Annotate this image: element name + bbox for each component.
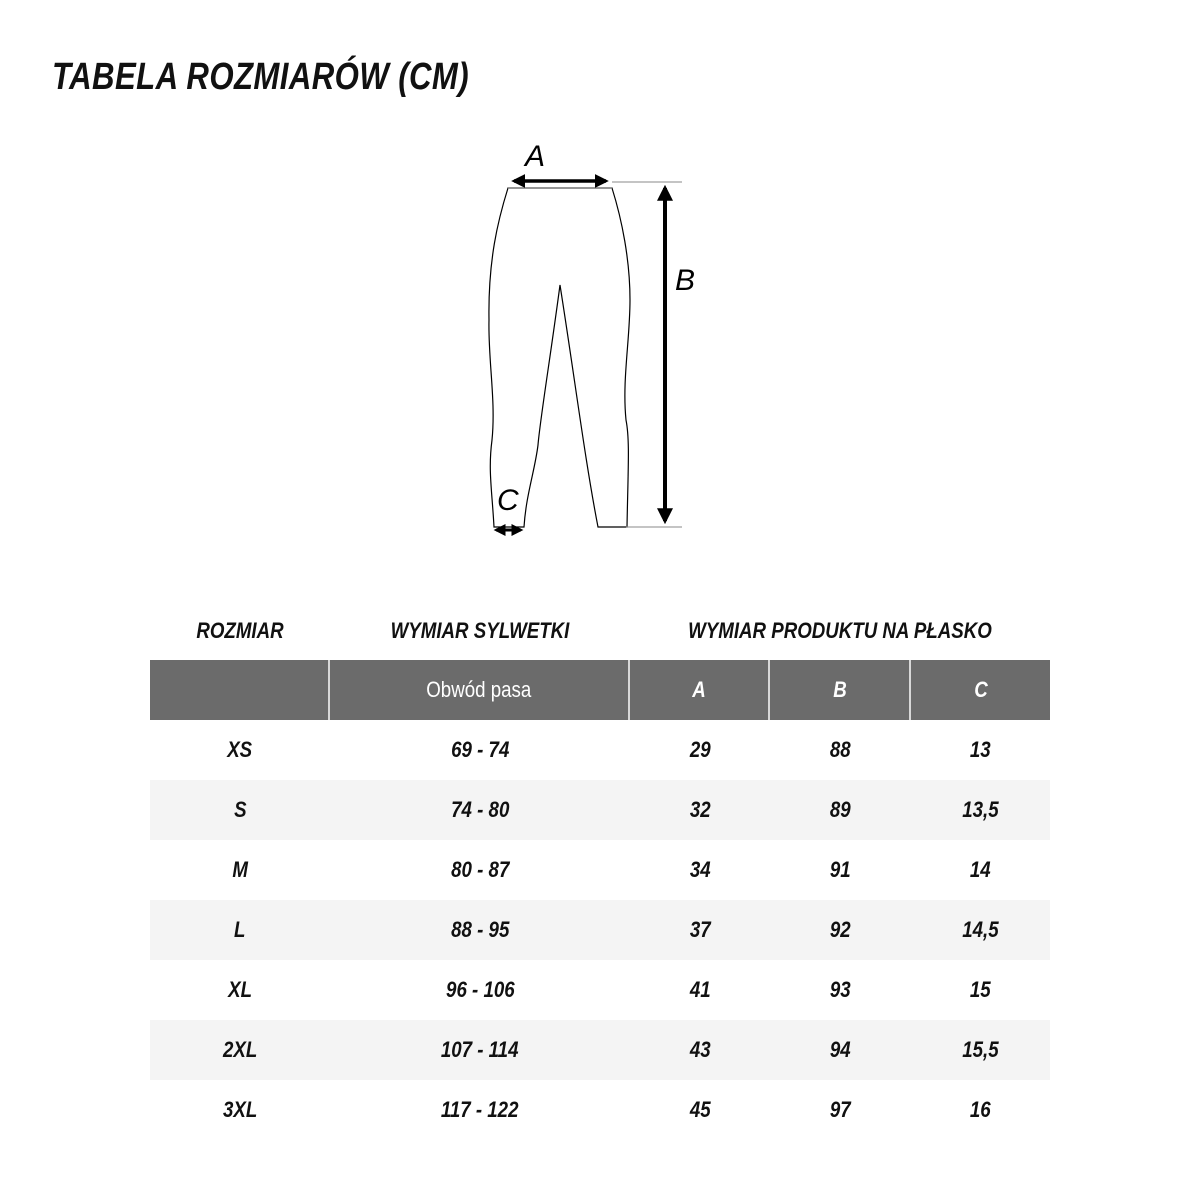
table-cell: 16	[969, 1097, 991, 1122]
table-cell: 94	[829, 1037, 851, 1062]
table-cell: S	[233, 797, 247, 822]
header-cell-c: C	[909, 660, 1050, 720]
table-cell: 13,5	[961, 797, 999, 822]
table-cell: 88	[829, 737, 851, 762]
table-cell: 2XL	[222, 1037, 258, 1062]
table-cell: 34	[689, 857, 711, 882]
table-cell: 91	[829, 857, 851, 882]
table-cell: XL	[228, 977, 252, 1002]
table-cell: 96 - 106	[445, 977, 515, 1002]
header-cell	[150, 660, 328, 720]
table-cell: XS	[227, 737, 253, 762]
table-cell: 15,5	[961, 1037, 999, 1062]
page-title: TABELA ROZMIARÓW (CM)	[52, 56, 470, 98]
header-cell-b: B	[768, 660, 909, 720]
table-cell: 97	[829, 1097, 851, 1122]
table-cell: 89	[829, 797, 851, 822]
group-header-body: WYMIAR SYLWETKI	[390, 618, 570, 643]
label-a: A	[523, 140, 545, 173]
leggings-diagram: A B C	[488, 140, 695, 536]
table-cell: L	[234, 917, 246, 942]
table-row: M 80 - 87 34 91 14	[150, 840, 1050, 900]
header-cell-a: A	[627, 660, 769, 720]
table-cell: 32	[689, 797, 711, 822]
table-cell: 117 - 122	[441, 1097, 519, 1122]
label-b: B	[675, 264, 695, 297]
table-row: 2XL 107 - 114 43 94 15,5	[150, 1020, 1050, 1080]
table-cell: 92	[829, 917, 851, 942]
table-cell: 69 - 74	[450, 737, 510, 762]
table-cell: 88 - 95	[450, 917, 510, 942]
table-row: 3XL 117 - 122 45 97 16	[150, 1080, 1050, 1140]
leggings-outline	[488, 187, 631, 528]
table-cell: 13	[969, 737, 991, 762]
table-header-row: Obwód pasa A B C	[150, 660, 1050, 720]
table-cell: 45	[689, 1097, 711, 1122]
table-cell: 37	[689, 917, 711, 942]
header-cell-waist: Obwód pasa	[328, 660, 627, 720]
group-header-product: WYMIAR PRODUKTU NA PŁASKO	[688, 618, 992, 643]
table-row: L 88 - 95 37 92 14,5	[150, 900, 1050, 960]
label-c: C	[497, 484, 519, 517]
table-row: XS 69 - 74 29 88 13	[150, 720, 1050, 780]
table-cell: 80 - 87	[450, 857, 510, 882]
table-cell: M	[232, 857, 248, 882]
size-table: Obwód pasa A B C XS 69 - 74 29 88 13 S 74 - 80…	[150, 660, 1050, 1140]
table-cell: 107 - 114	[441, 1037, 519, 1062]
table-cell: 41	[689, 977, 711, 1002]
table-cell: 93	[829, 977, 851, 1002]
table-cell: 29	[689, 737, 711, 762]
group-header-size: ROZMIAR	[196, 618, 284, 643]
table-cell: 74 - 80	[450, 797, 510, 822]
table-cell: 15	[969, 977, 991, 1002]
table-row: XL 96 - 106 41 93 15	[150, 960, 1050, 1020]
table-cell: 14	[969, 857, 991, 882]
table-cell: 3XL	[222, 1097, 258, 1122]
table-cell: 43	[689, 1037, 711, 1062]
table-row: S 74 - 80 32 89 13,5	[150, 780, 1050, 840]
table-cell: 14,5	[961, 917, 999, 942]
